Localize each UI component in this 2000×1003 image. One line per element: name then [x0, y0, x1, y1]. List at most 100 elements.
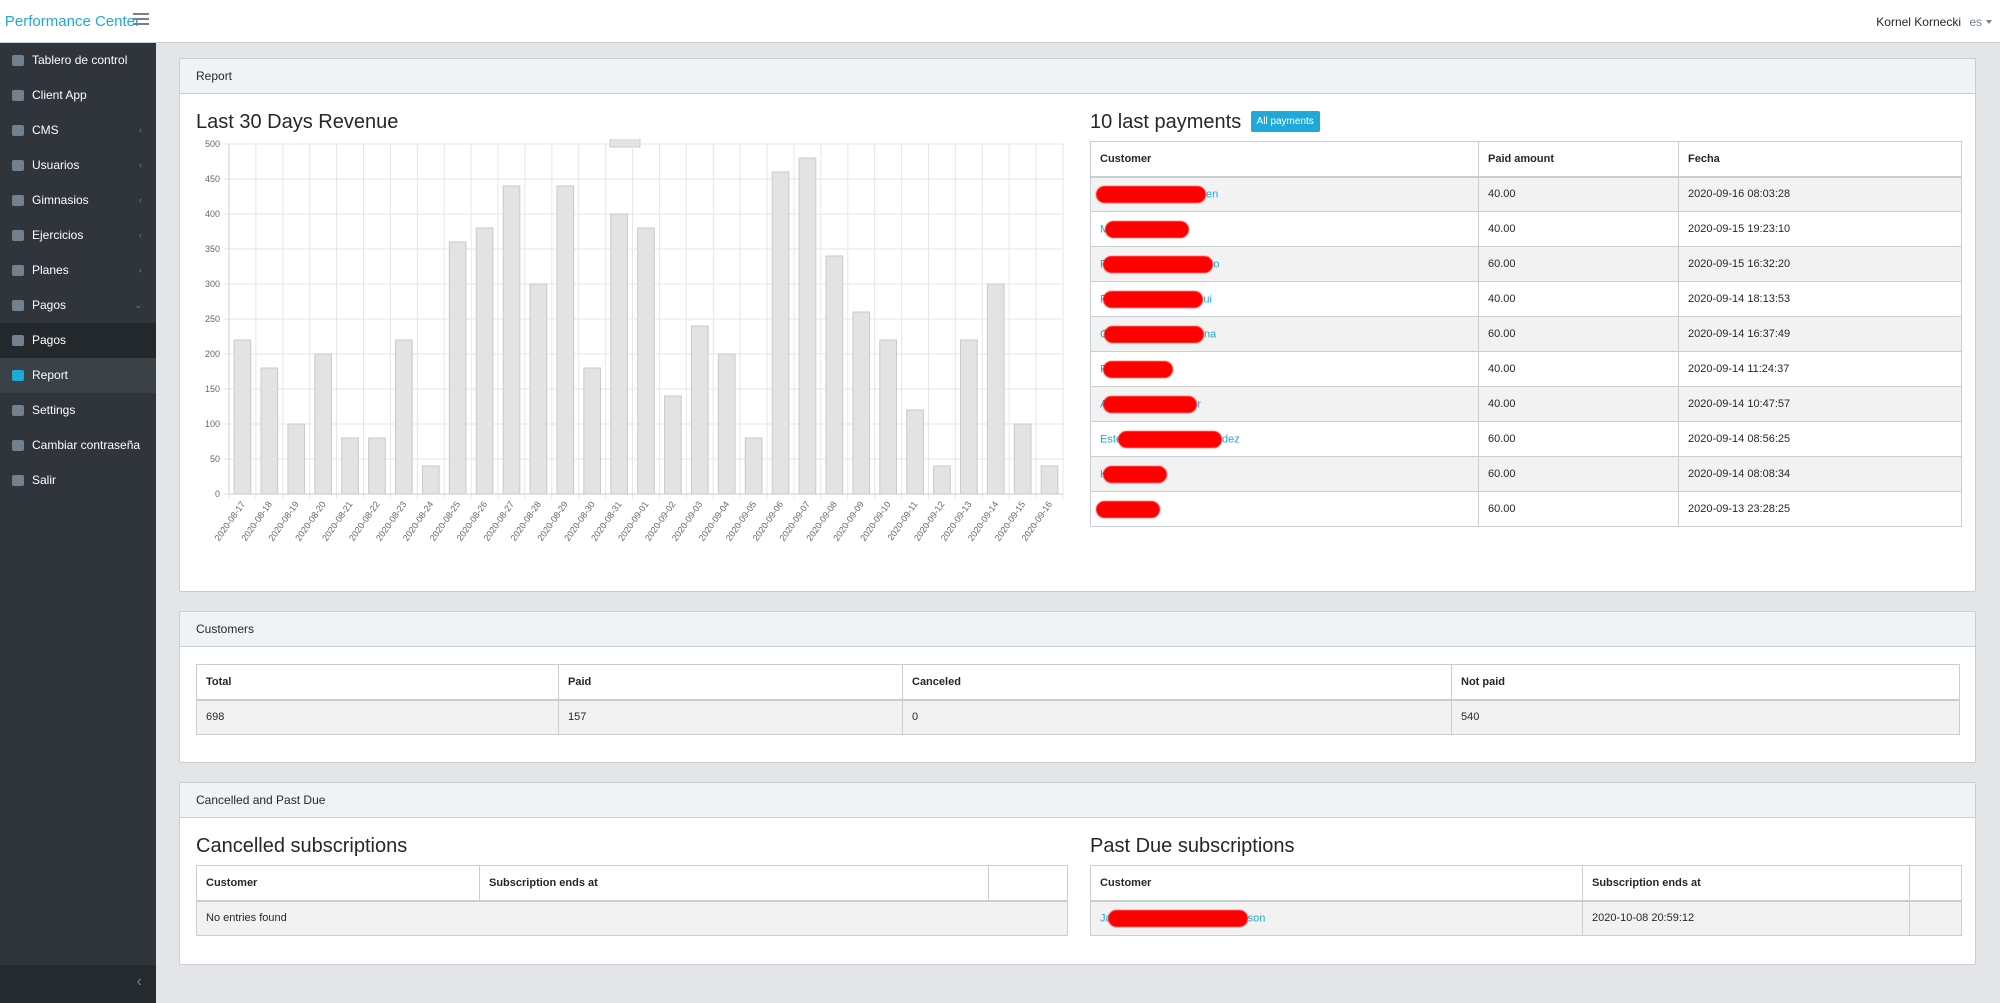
customer-name-end[interactable]: ui	[1203, 292, 1212, 305]
past-due-col-ends-at[interactable]: Subscription ends at	[1582, 865, 1910, 902]
redaction-mark	[1102, 360, 1173, 378]
payment-customer-link[interactable]: en	[1090, 176, 1479, 212]
sidebar-toggler-icon[interactable]: ‹	[136, 973, 142, 990]
payments-col-date[interactable]: Fecha	[1678, 141, 1962, 178]
customer-name-start[interactable]: Este	[1100, 432, 1123, 445]
past-due-ends-at: 2020-10-08 20:59:12	[1582, 900, 1910, 936]
payments-col-customer[interactable]: Customer	[1090, 141, 1479, 178]
past-due-col-customer[interactable]: Customer	[1090, 865, 1583, 902]
customers-col-paid[interactable]: Paid	[558, 664, 903, 701]
payment-customer-link[interactable]: M	[1090, 211, 1479, 247]
payment-customer-link[interactable]: Este dez	[1090, 421, 1479, 457]
revenue-bar-chart: 0501001502002503003504004505002020-08-17…	[205, 139, 1064, 543]
wallet-icon	[12, 300, 24, 311]
revenue-bar[interactable]	[717, 353, 736, 495]
revenue-bar[interactable]	[825, 255, 844, 495]
sidebar-item-cms[interactable]: CMS ‹	[0, 113, 156, 148]
revenue-bar[interactable]	[556, 185, 575, 495]
sidebar-item-settings[interactable]: Settings	[0, 393, 156, 428]
revenue-bar[interactable]	[368, 437, 386, 495]
past-due-customer-link[interactable]: Ja son	[1090, 900, 1583, 936]
sidebar-item-salir[interactable]: Salir	[0, 463, 156, 498]
payment-customer-link[interactable]	[1090, 491, 1479, 527]
sidebar-item-tablero-de-control[interactable]: Tablero de control	[0, 43, 156, 78]
payment-customer-link[interactable]: Cna	[1090, 316, 1479, 352]
redaction-mark	[1103, 255, 1214, 273]
payment-customer-link[interactable]: F	[1090, 351, 1479, 387]
payment-customer-link[interactable]: K	[1090, 456, 1479, 492]
revenue-bar[interactable]	[448, 241, 467, 495]
sidebar-item-ejercicios[interactable]: Ejercicios ‹	[0, 218, 156, 253]
dumbbell-icon	[12, 195, 24, 206]
revenue-bar[interactable]	[852, 311, 871, 495]
payments-col-amount[interactable]: Paid amount	[1478, 141, 1679, 178]
customer-name-end[interactable]: o	[1213, 257, 1220, 270]
payments-title: 10 last payments	[1090, 111, 1242, 133]
customer-name-end[interactable]: na	[1203, 327, 1217, 340]
user-name[interactable]: Kornel Kornecki	[1876, 15, 1961, 29]
revenue-bar[interactable]	[529, 283, 548, 495]
revenue-bar[interactable]	[1040, 465, 1059, 495]
hamburger-menu-icon[interactable]	[133, 13, 149, 27]
sidebar-item-client-app[interactable]: Client App	[0, 78, 156, 113]
revenue-bar[interactable]	[233, 339, 252, 495]
revenue-bar[interactable]	[583, 367, 602, 495]
revenue-bar[interactable]	[879, 339, 897, 495]
chevron-icon: ‹	[139, 265, 142, 275]
revenue-bar[interactable]	[664, 395, 682, 495]
payment-customer-link[interactable]: Po	[1090, 246, 1479, 282]
revenue-bar[interactable]	[341, 437, 359, 495]
customers-col-total[interactable]: Total	[196, 664, 559, 701]
revenue-bar[interactable]	[906, 409, 924, 495]
revenue-bar[interactable]	[421, 465, 440, 495]
revenue-bar[interactable]	[637, 227, 655, 495]
brand-title[interactable]: ers Performance Center	[0, 13, 140, 30]
revenue-bar[interactable]	[502, 185, 521, 495]
revenue-bar[interactable]	[260, 367, 279, 495]
customers-col-not-paid[interactable]: Not paid	[1451, 664, 1960, 701]
sidebar-item-label: CMS	[32, 123, 59, 137]
sidebar-item-pagos-sub[interactable]: Pagos	[0, 323, 156, 358]
customers-col-canceled[interactable]: Canceled	[902, 664, 1452, 701]
sidebar-item-gimnasios[interactable]: Gimnasios ‹	[0, 183, 156, 218]
sidebar-item-report[interactable]: Report	[0, 358, 156, 393]
revenue-bar[interactable]	[959, 339, 978, 495]
customer-name-start[interactable]: Ja	[1100, 912, 1112, 925]
sidebar-item-label: Salir	[32, 473, 57, 487]
sidebar-item-pagos[interactable]: Pagos ⌄	[0, 288, 156, 323]
payment-customer-link[interactable]: Pui	[1090, 281, 1479, 317]
payment-customer-link[interactable]: Ar	[1090, 386, 1479, 422]
top-header: ers Performance Center Kornel Kornecki e…	[0, 0, 2000, 43]
revenue-bar[interactable]	[314, 353, 333, 495]
revenue-bar[interactable]	[933, 465, 951, 495]
all-payments-button[interactable]: All payments	[1250, 111, 1320, 132]
revenue-bar[interactable]	[798, 157, 817, 495]
chart-legend-swatch[interactable]	[609, 139, 641, 148]
customer-name-end[interactable]: r	[1197, 397, 1202, 410]
sidebar-item-cambiar-contrase-a[interactable]: Cambiar contraseña	[0, 428, 156, 463]
sidebar-item-planes[interactable]: Planes ‹	[0, 253, 156, 288]
revenue-bar[interactable]	[986, 283, 1005, 495]
revenue-bar[interactable]	[1013, 423, 1032, 495]
customer-name-end[interactable]: dez	[1222, 432, 1240, 445]
cancelled-col-customer[interactable]: Customer	[196, 865, 480, 902]
revenue-bar[interactable]	[744, 437, 763, 495]
customer-name-end[interactable]: en	[1206, 188, 1219, 201]
revenue-bar[interactable]	[395, 339, 413, 495]
revenue-bar[interactable]	[690, 325, 709, 495]
cancelled-col-ends-at[interactable]: Subscription ends at	[479, 865, 989, 902]
revenue-bar[interactable]	[475, 227, 494, 495]
revenue-bar[interactable]	[771, 171, 790, 495]
revenue-bar[interactable]	[287, 423, 306, 495]
revenue-bar[interactable]	[610, 213, 628, 495]
customer-name-end[interactable]: son	[1247, 912, 1266, 925]
redaction-mark	[1103, 325, 1204, 343]
cancelled-subscriptions-table: Customer Subscription ends at No entries…	[196, 865, 1068, 936]
customer-name-start[interactable]: M	[1100, 223, 1109, 235]
payment-amount: 40.00	[1478, 351, 1679, 387]
report-card: Report Last 30 Days Revenue 0 50 100 150 200…	[179, 58, 1976, 592]
clipboard-icon	[12, 265, 24, 276]
y-tick-label: 300	[205, 279, 220, 289]
language-dropdown[interactable]: es	[1969, 15, 1992, 29]
sidebar-item-usuarios[interactable]: Usuarios ‹	[0, 148, 156, 183]
